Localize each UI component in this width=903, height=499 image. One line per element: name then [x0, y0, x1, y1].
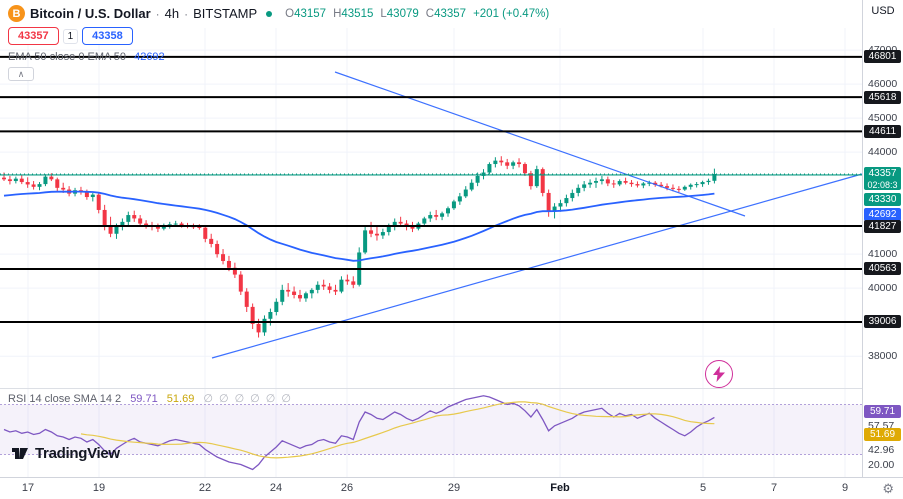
price-axis-badge: 45618	[864, 91, 901, 104]
price-axis-badge: 39006	[864, 315, 901, 328]
time-tick-label[interactable]: 22	[198, 482, 212, 494]
close-value: C43357	[425, 7, 467, 20]
rsi-tick-label: 42.96	[868, 444, 895, 456]
time-tick-label[interactable]: 17	[21, 482, 35, 494]
countdown-timer: 02:08:3	[867, 180, 898, 190]
gear-icon[interactable]: ⚙	[882, 481, 894, 496]
pane-divider[interactable]	[0, 388, 862, 389]
price-tick-label: 40000	[868, 282, 898, 295]
lightning-icon	[713, 366, 725, 382]
currency-label[interactable]: USD	[871, 5, 895, 17]
price-change: +201 (+0.47%)	[473, 7, 550, 20]
price-tick-label: 45000	[868, 112, 898, 125]
rsi-sma-value: 51.69	[166, 393, 195, 405]
ema-legend-text: EMA 50 close 0 EMA 50	[8, 51, 127, 63]
rsi-axis-badge: 59.71	[864, 405, 901, 418]
price-axis-badge: 44611	[864, 125, 901, 138]
hidden-value-icon[interactable]: ∅	[250, 393, 260, 405]
time-tick-label[interactable]: 29	[447, 482, 461, 494]
sell-price-button[interactable]: 43357	[8, 27, 59, 45]
ema-legend-value: 42692	[134, 51, 165, 63]
bitcoin-icon: B	[8, 5, 25, 22]
price-axis-badge: 43357 02:08:3	[864, 167, 901, 190]
collapse-indicators-button[interactable]: ∧	[8, 67, 34, 81]
time-tick-label[interactable]: 5	[699, 482, 707, 494]
hidden-value-icon[interactable]: ∅	[234, 393, 245, 405]
separator-dot: ·	[155, 6, 160, 21]
hidden-values-group: ∅ ∅ ∅ ∅ ∅ ∅	[197, 393, 291, 405]
hidden-value-icon[interactable]: ∅	[265, 393, 276, 405]
time-tick-label[interactable]: 19	[92, 482, 106, 494]
buy-price-button[interactable]: 43358	[82, 27, 133, 45]
hidden-value-icon[interactable]: ∅	[218, 393, 229, 405]
rsi-indicator-legend[interactable]: RSI 14 close SMA 14 2 59.71 51.69 ∅ ∅ ∅ ∅ ∅ ∅	[8, 392, 291, 405]
hidden-value-icon[interactable]: ∅	[203, 393, 213, 405]
hidden-value-icon[interactable]: ∅	[281, 393, 291, 405]
open-value: O43157	[285, 7, 327, 20]
logo-text: TradingView	[35, 444, 120, 462]
time-tick-label[interactable]: 9	[841, 482, 849, 494]
time-tick-label[interactable]: 7	[770, 482, 778, 494]
symbol-title[interactable]: Bitcoin / U.S. Dollar	[30, 6, 151, 21]
price-axis-badge: 43330	[864, 193, 901, 206]
exchange-label[interactable]: BITSTAMP	[193, 6, 258, 21]
time-tick-label[interactable]: Feb	[550, 482, 570, 494]
market-open-dot[interactable]	[266, 10, 273, 17]
time-tick-label[interactable]: 24	[269, 482, 283, 494]
price-axis[interactable]: USD 470004600045000440004100040000380004…	[862, 0, 903, 477]
tradingview-logo[interactable]: TradingView	[10, 444, 120, 462]
price-axis-badge: 40563	[864, 262, 901, 275]
rsi-legend-text: RSI 14 close SMA 14 2	[8, 393, 122, 405]
ema-indicator-legend[interactable]: EMA 50 close 0 EMA 50 42692	[8, 51, 165, 63]
price-axis-badge: 41827	[864, 220, 901, 233]
spread-value: 1	[62, 28, 79, 44]
separator-dot: ·	[184, 6, 189, 21]
rsi-axis-badge: 51.69	[864, 428, 901, 441]
price-axis-badge: 46801	[864, 50, 901, 63]
rsi-legend-value: 59.71	[130, 393, 158, 405]
order-panel: 43357 1 43358	[8, 27, 133, 45]
ohlc-readout: O43157 H43515 L43079 C43357	[285, 8, 466, 20]
chevron-up-icon: ∧	[17, 68, 25, 79]
price-tick-label: 41000	[868, 248, 898, 261]
rsi-tick-label: 20.00	[868, 459, 895, 471]
high-value: H43515	[333, 7, 374, 20]
low-value: L43079	[380, 7, 419, 20]
lightning-button[interactable]	[705, 360, 733, 388]
price-tick-label: 46000	[868, 78, 898, 91]
tradingview-logo-icon	[12, 448, 28, 459]
symbol-toolbar: B Bitcoin / U.S. Dollar · 4h · BITSTAMP …	[8, 5, 549, 22]
time-axis[interactable]: ⚙ 17 19 22 24 26 29 Feb 5 7 9	[0, 477, 903, 499]
time-tick-label[interactable]: 26	[340, 482, 354, 494]
price-tick-label: 38000	[868, 350, 898, 363]
price-tick-label: 44000	[868, 146, 898, 159]
price-axis-badge: 42692	[864, 208, 901, 221]
interval-label[interactable]: 4h	[164, 6, 180, 21]
